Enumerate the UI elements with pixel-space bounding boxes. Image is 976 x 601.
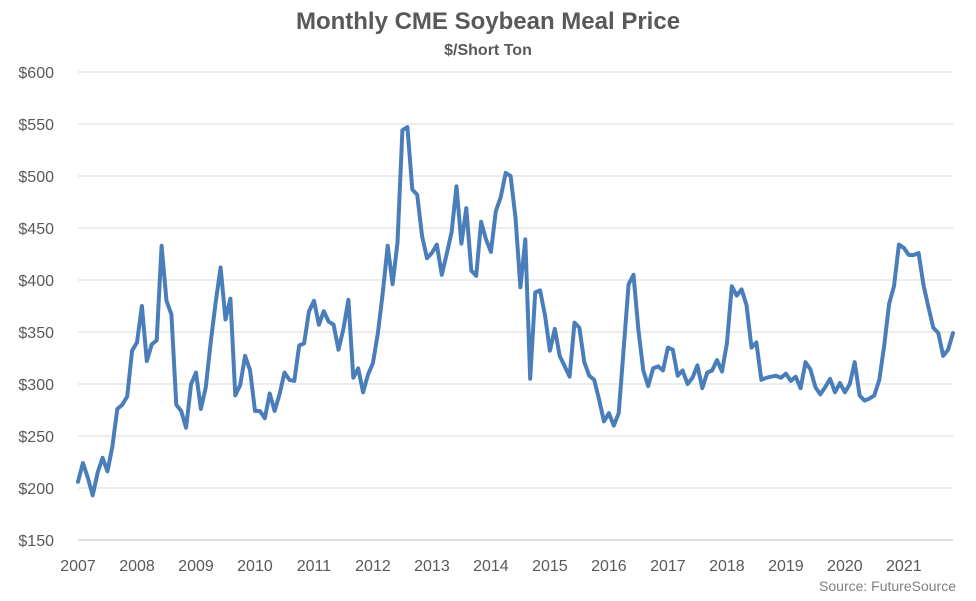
y-tick-label: $600 [18, 65, 54, 82]
gridlines [78, 71, 953, 489]
x-tick-label: 2018 [709, 558, 745, 575]
x-tick-label: 2021 [886, 558, 922, 575]
y-tick-label: $450 [18, 221, 54, 238]
y-tick-label: $400 [18, 273, 54, 290]
y-tick-label: $300 [18, 377, 54, 394]
chart-title: Monthly CME Soybean Meal Price [295, 8, 681, 35]
x-tick-label: 2010 [237, 558, 273, 575]
x-tick-label: 2007 [60, 558, 96, 575]
x-axis-tick-labels: 2007 2008 2009 2010 2011 2012 2013 2014 2015 2016… [60, 558, 922, 575]
x-tick-label: 2014 [473, 558, 509, 575]
y-tick-label: $200 [18, 481, 54, 498]
x-tick-label: 2013 [414, 558, 450, 575]
x-tick-label: 2019 [768, 558, 804, 575]
y-tick-label: $550 [18, 117, 54, 134]
y-tick-label: $250 [18, 429, 54, 446]
source-note: Source: FutureSource [819, 578, 956, 594]
chart-subtitle: $/Short Ton [444, 42, 532, 59]
series-soybean-meal [76, 125, 955, 498]
series-line [76, 125, 955, 498]
y-tick-label: $500 [18, 169, 54, 186]
y-axis-tick-labels: $150 $200 $250 $300 $350 $400 $450 $500 $550 $600 [18, 65, 54, 550]
x-tick-label: 2012 [355, 558, 391, 575]
x-tick-label: 2011 [297, 558, 332, 575]
y-tick-label: $350 [18, 325, 54, 342]
x-tick-label: 2017 [650, 558, 686, 575]
y-tick-label: $150 [18, 533, 54, 550]
x-tick-label: 2015 [532, 558, 568, 575]
x-tick-label: 2008 [119, 558, 155, 575]
x-tick-label: 2016 [591, 558, 627, 575]
x-tick-label: 2020 [827, 558, 863, 575]
x-tick-label: 2009 [178, 558, 214, 575]
